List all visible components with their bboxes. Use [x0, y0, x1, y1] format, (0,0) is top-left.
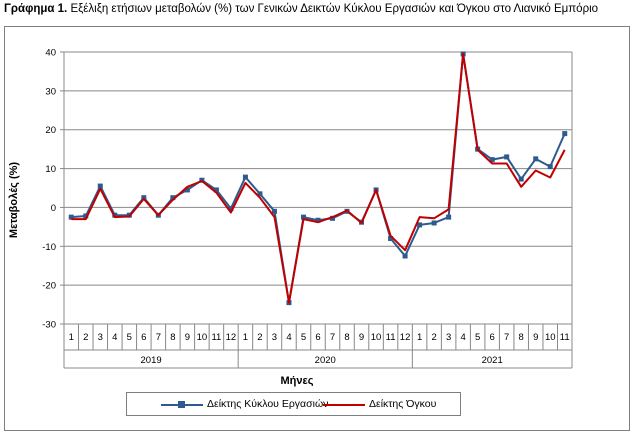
x-tick-label: 2: [257, 332, 262, 343]
data-point-0: [141, 195, 147, 201]
data-point-0: [242, 174, 248, 180]
y-tick-label: -20: [42, 281, 56, 292]
x-tick-label: 12: [400, 332, 411, 343]
chart-title-text: Εξέλιξη ετήσιων μεταβολών (%) των Γενικώ…: [67, 3, 599, 15]
y-tick-label: 10: [45, 164, 56, 175]
x-tick-label: 4: [112, 332, 117, 343]
x-tick-label: 2: [431, 332, 436, 343]
data-point-0: [271, 208, 277, 214]
y-axis-label: Μεταβολές (%): [8, 161, 20, 239]
x-tick-label: 12: [226, 332, 237, 343]
year-label: 2021: [482, 355, 503, 366]
x-tick-label: 3: [98, 332, 103, 343]
x-tick-label: 1: [243, 332, 248, 343]
data-point-0: [300, 214, 306, 220]
x-tick-label: 3: [272, 332, 277, 343]
x-tick-label: 8: [170, 332, 175, 343]
legend-label-turnover: Δείκτης Κύκλου Εργασιών: [207, 398, 329, 410]
data-point-0: [431, 220, 437, 226]
x-tick-label: 9: [533, 332, 538, 343]
y-tick-label: -10: [42, 242, 56, 253]
data-point-0: [213, 187, 219, 193]
x-tick-label: 5: [127, 332, 132, 343]
x-tick-label: 5: [301, 332, 306, 343]
x-tick-label: 6: [141, 332, 146, 343]
y-tick-label: 0: [51, 203, 56, 214]
year-label: 2019: [141, 355, 162, 366]
data-point-0: [68, 214, 74, 220]
x-tick-label: 11: [386, 332, 396, 343]
data-point-0: [547, 164, 553, 170]
chart-frame: [4, 26, 630, 431]
x-tick-label: 8: [519, 332, 524, 343]
series-line-1: [71, 52, 566, 304]
data-point-0: [330, 215, 336, 221]
legend-marker-turnover: [178, 401, 185, 408]
data-point-0: [504, 154, 510, 160]
x-tick-label: 6: [315, 332, 320, 343]
data-point-0: [83, 213, 89, 219]
y-tick-label: 40: [45, 48, 56, 59]
x-tick-label: 1: [69, 332, 74, 343]
data-point-0: [228, 206, 234, 212]
x-tick-label: 9: [359, 332, 364, 343]
legend-line-volume: [323, 404, 365, 406]
x-axis-label: Μήνες: [280, 375, 314, 387]
legend: Δείκτης Κύκλου Εργασιών Δείκτης Όγκου: [126, 392, 461, 416]
data-point-0: [402, 253, 408, 259]
x-tick-label: 9: [185, 332, 190, 343]
data-point-0: [170, 195, 176, 201]
x-tick-label: 7: [504, 332, 509, 343]
y-tick-label: 20: [45, 125, 56, 136]
data-point-0: [489, 157, 495, 163]
x-tick-label: 6: [490, 332, 495, 343]
x-tick-label: 7: [156, 332, 161, 343]
chart-title: Γράφημα 1. Εξέλιξη ετήσιων μεταβολών (%)…: [4, 3, 598, 15]
data-point-0: [446, 214, 452, 220]
data-point-0: [257, 191, 263, 197]
data-point-0: [315, 217, 321, 223]
chart-title-label: Γράφημα 1.: [4, 3, 68, 15]
y-tick-label: 30: [45, 86, 56, 97]
x-tick-label: 3: [446, 332, 451, 343]
x-tick-label: 5: [475, 332, 480, 343]
x-tick-label: 8: [344, 332, 349, 343]
x-tick-label: 10: [197, 332, 208, 343]
data-point-0: [97, 183, 103, 189]
x-tick-label: 1: [417, 332, 422, 343]
data-point-0: [184, 187, 190, 193]
x-tick-label: 4: [460, 332, 465, 343]
x-tick-label: 11: [211, 332, 221, 343]
year-label: 2020: [315, 355, 336, 366]
legend-label-volume: Δείκτης Όγκου: [369, 398, 437, 410]
data-point-0: [533, 156, 539, 162]
x-tick-label: 4: [286, 332, 291, 343]
x-tick-label: 10: [545, 332, 556, 343]
y-tick-label: -30: [42, 320, 56, 331]
data-point-0: [388, 236, 394, 242]
x-tick-label: 7: [330, 332, 335, 343]
x-tick-label: 11: [560, 332, 570, 343]
x-tick-label: 10: [371, 332, 382, 343]
x-tick-label: 2: [83, 332, 88, 343]
data-point-0: [562, 131, 568, 137]
data-point-0: [518, 176, 524, 182]
data-point-0: [417, 222, 423, 228]
